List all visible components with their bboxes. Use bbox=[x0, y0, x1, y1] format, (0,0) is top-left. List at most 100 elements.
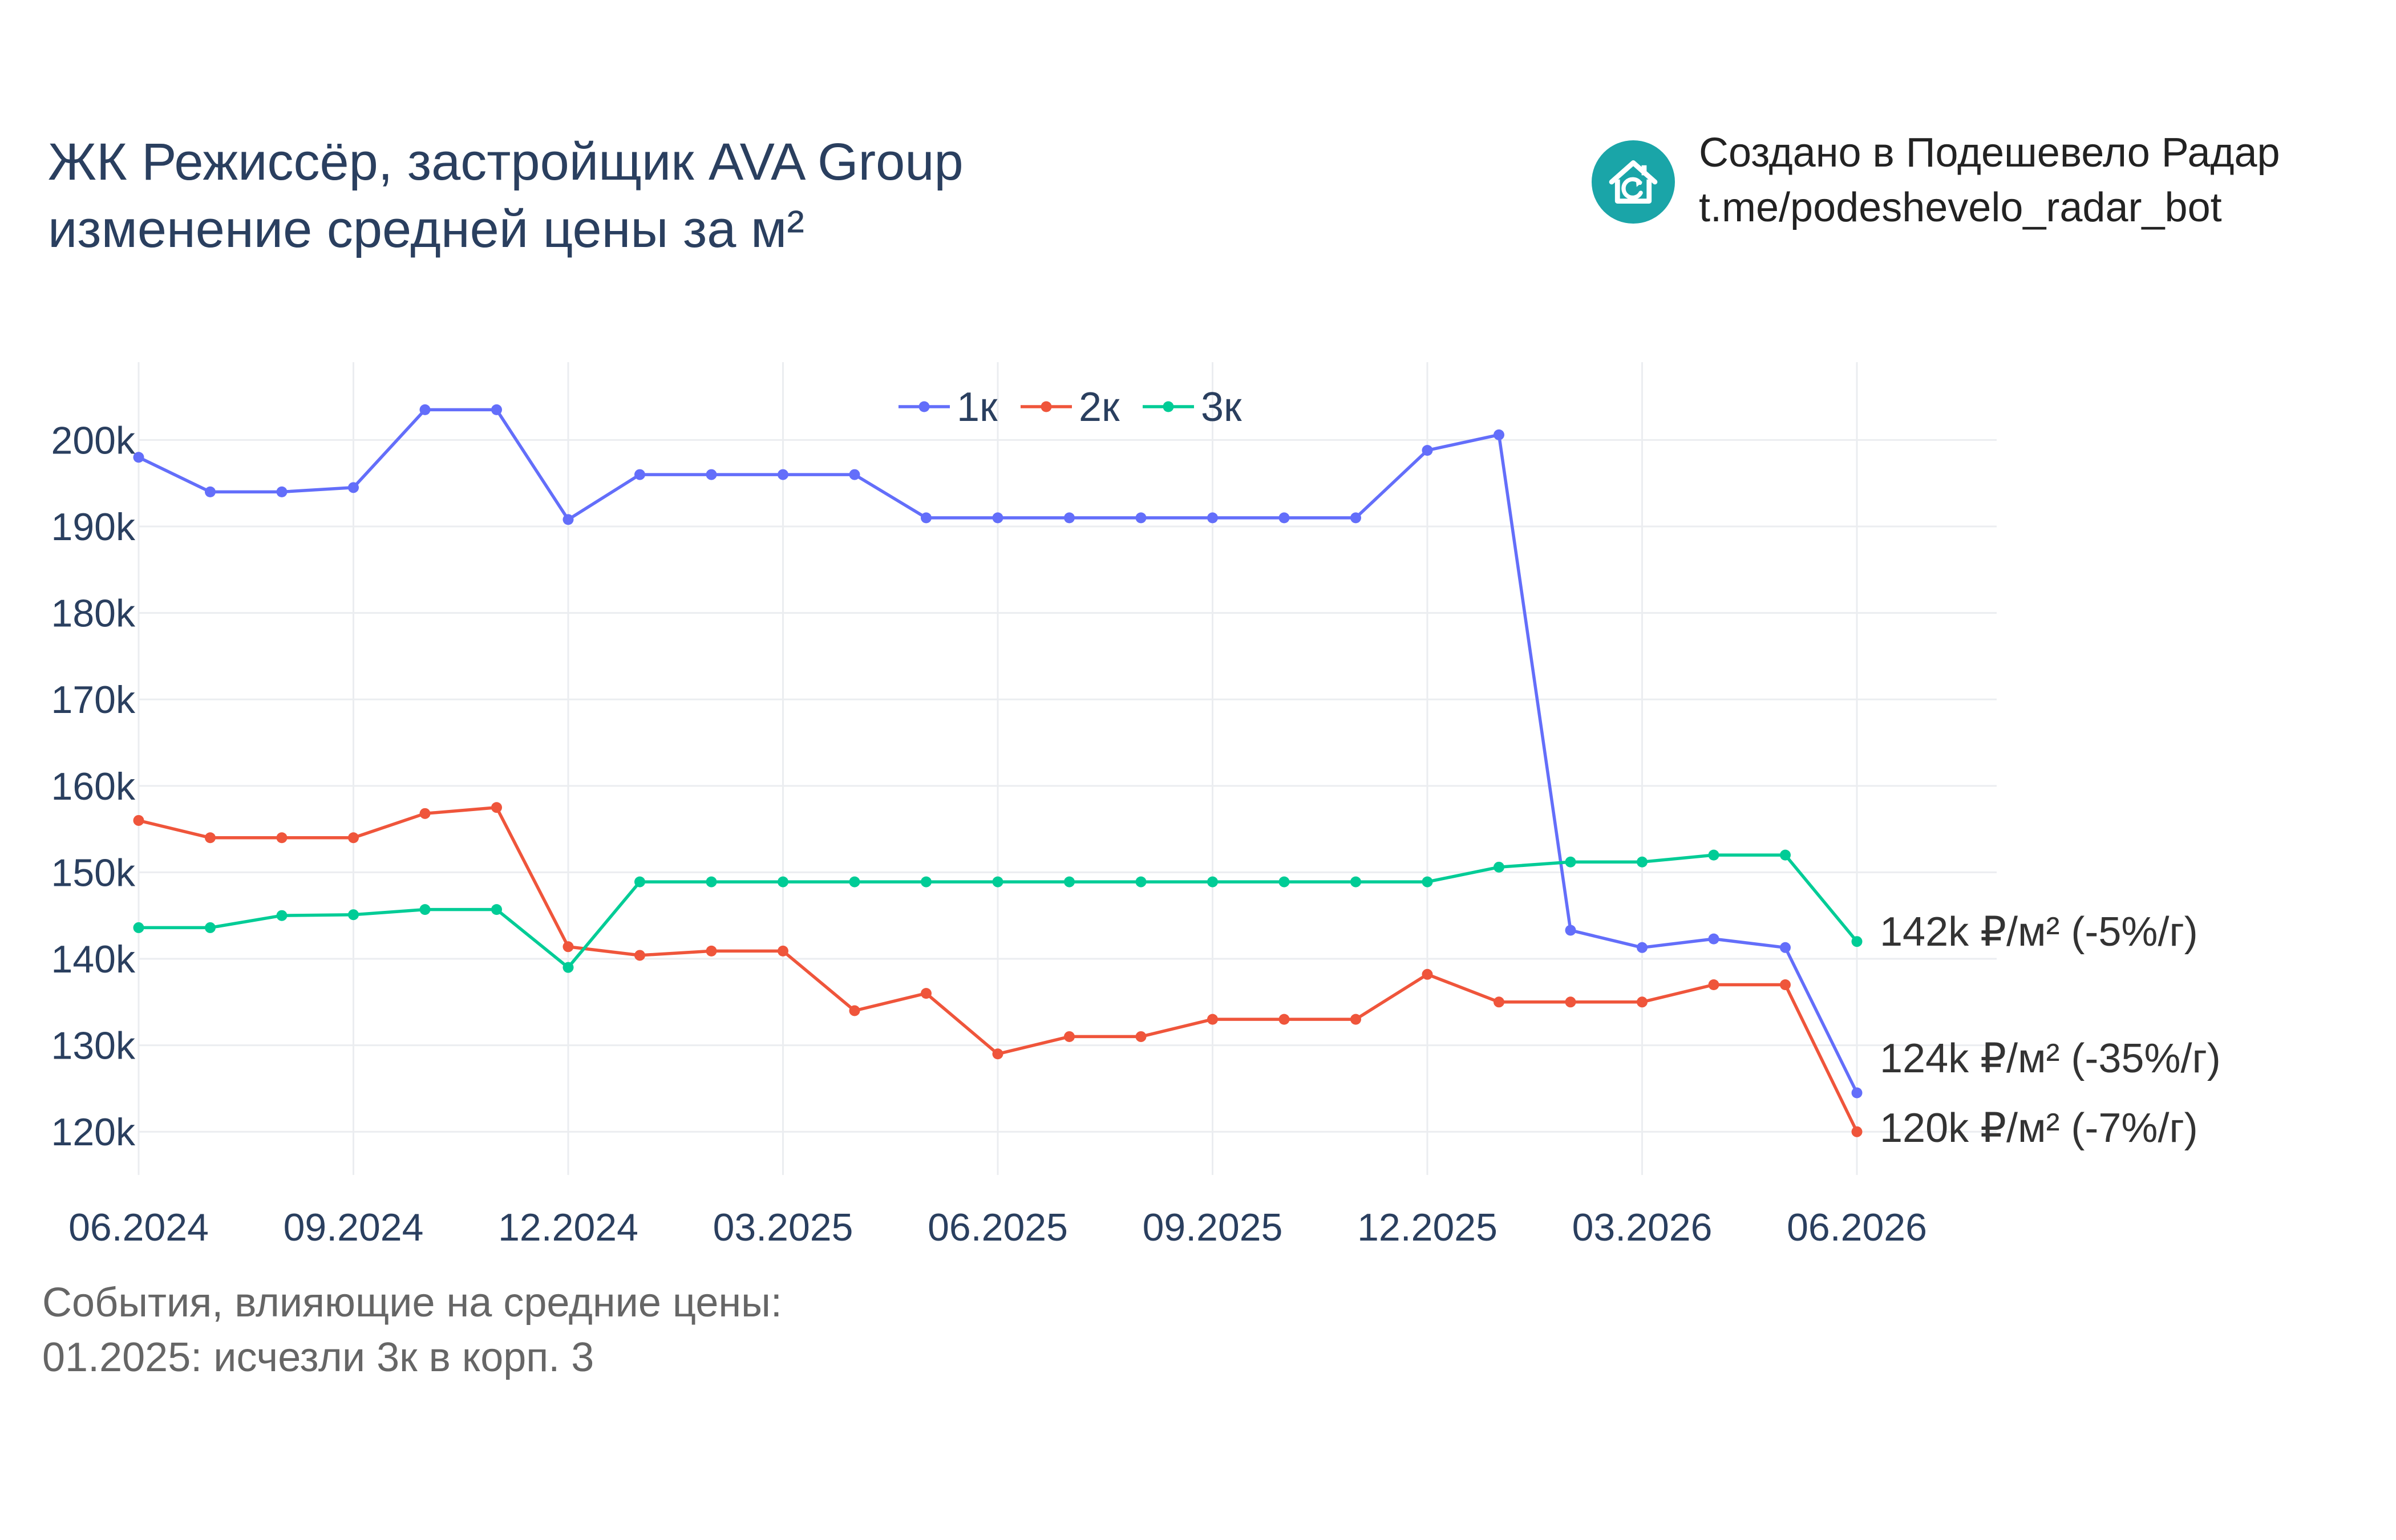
data-point bbox=[562, 962, 574, 973]
y-tick-label: 190k bbox=[51, 505, 136, 549]
legend[interactable]: 1к 2к 3к bbox=[898, 384, 1242, 430]
legend-item-1к[interactable]: 1к bbox=[898, 384, 998, 430]
x-tick-label: 09.2024 bbox=[284, 1206, 424, 1249]
data-point bbox=[1780, 849, 1791, 861]
data-point bbox=[1708, 933, 1719, 945]
data-point bbox=[849, 876, 860, 887]
end-label-3к: 142k ₽/м² (-5%/г) bbox=[1880, 909, 2198, 955]
y-tick-label: 150k bbox=[51, 851, 136, 894]
data-point bbox=[706, 469, 717, 480]
data-point bbox=[849, 469, 860, 480]
data-point bbox=[1422, 876, 1433, 887]
data-point bbox=[491, 802, 502, 813]
data-point bbox=[1207, 876, 1218, 887]
x-tick-label: 09.2025 bbox=[1143, 1206, 1283, 1249]
data-point bbox=[1708, 849, 1719, 861]
data-point bbox=[205, 922, 216, 933]
data-point bbox=[1422, 968, 1433, 980]
y-tick-label: 140k bbox=[51, 938, 136, 981]
data-point bbox=[348, 482, 359, 493]
x-tick-label: 12.2025 bbox=[1357, 1206, 1498, 1249]
y-tick-label: 120k bbox=[51, 1111, 136, 1154]
data-point bbox=[419, 904, 431, 915]
y-tick-label: 180k bbox=[51, 592, 136, 635]
data-point bbox=[133, 814, 144, 826]
y-tick-label: 160k bbox=[51, 765, 136, 808]
data-point bbox=[1207, 512, 1218, 524]
data-point bbox=[133, 452, 144, 463]
data-point bbox=[706, 876, 717, 887]
data-point bbox=[921, 988, 932, 999]
data-point bbox=[778, 469, 788, 480]
legend-label: 3к bbox=[1201, 384, 1242, 430]
data-point bbox=[706, 945, 717, 957]
brand-block: Создано в Подешевело Радар t.me/podeshev… bbox=[1592, 125, 2280, 235]
legend-swatch-marker bbox=[918, 401, 930, 412]
data-point bbox=[1350, 1014, 1361, 1025]
data-point bbox=[562, 941, 574, 953]
data-point bbox=[1565, 856, 1576, 868]
data-point bbox=[921, 512, 932, 524]
data-point bbox=[1350, 512, 1361, 524]
data-point bbox=[1780, 942, 1791, 953]
data-point bbox=[1135, 512, 1147, 524]
events-note: События, влияющие на средние цены: 01.20… bbox=[42, 1275, 782, 1385]
brand-line1: Создано в Подешевело Радар bbox=[1699, 130, 2280, 176]
data-point bbox=[1494, 861, 1504, 873]
data-point bbox=[1350, 876, 1361, 887]
data-point bbox=[849, 1005, 860, 1016]
house-refresh-icon bbox=[1592, 140, 1675, 224]
legend-swatch-marker bbox=[1041, 401, 1052, 412]
data-point bbox=[491, 904, 502, 915]
data-point bbox=[562, 514, 574, 525]
data-point bbox=[1851, 936, 1863, 947]
data-point bbox=[992, 1048, 1003, 1060]
x-tick-label: 06.2024 bbox=[68, 1206, 209, 1249]
data-point bbox=[778, 945, 788, 957]
legend-label: 1к bbox=[957, 384, 998, 430]
data-point bbox=[348, 909, 359, 921]
data-point bbox=[778, 876, 788, 887]
x-tick-label: 06.2025 bbox=[928, 1206, 1068, 1249]
chart-subtitle-line2: изменение средней цены за м² bbox=[48, 200, 804, 258]
data-point bbox=[1780, 979, 1791, 990]
end-label-1к: 124k ₽/м² (-35%/г) bbox=[1880, 1036, 2221, 1081]
legend-item-2к[interactable]: 2к bbox=[1021, 384, 1120, 430]
y-tick-label: 200k bbox=[51, 419, 136, 462]
data-point bbox=[276, 910, 288, 921]
data-point bbox=[419, 808, 431, 819]
end-labels: 124k ₽/м² (-35%/г) 120k ₽/м² (-7%/г) 142k … bbox=[1880, 909, 2221, 1151]
legend-item-3к[interactable]: 3к bbox=[1143, 384, 1242, 430]
data-point bbox=[1708, 979, 1719, 990]
series-layer bbox=[133, 404, 1863, 1137]
data-point bbox=[921, 876, 932, 887]
data-point bbox=[992, 512, 1003, 524]
data-point bbox=[276, 486, 288, 497]
grid bbox=[137, 362, 1997, 1175]
x-tick-label: 06.2026 bbox=[1787, 1206, 1927, 1249]
data-point bbox=[1565, 925, 1576, 936]
data-point bbox=[276, 832, 288, 844]
data-point bbox=[634, 950, 645, 961]
end-label-2к: 120k ₽/м² (-7%/г) bbox=[1880, 1105, 2198, 1151]
chart-title: ЖК Режиссёр, застройщик AVA Group измене… bbox=[48, 128, 964, 263]
data-point bbox=[1494, 996, 1504, 1008]
brand-link[interactable]: t.me/podeshevelo_radar_bot bbox=[1699, 185, 2222, 230]
x-tick-label: 03.2025 bbox=[713, 1206, 853, 1249]
data-point bbox=[634, 876, 645, 887]
events-heading: События, влияющие на средние цены: bbox=[42, 1280, 782, 1326]
chart-title-line1: ЖК Режиссёр, застройщик AVA Group bbox=[48, 133, 964, 191]
event-item: 01.2025: исчезли 3к в корп. 3 bbox=[42, 1335, 594, 1380]
data-point bbox=[205, 486, 216, 497]
data-point bbox=[1851, 1126, 1863, 1137]
legend-label: 2к bbox=[1079, 384, 1120, 430]
x-tick-label: 03.2026 bbox=[1572, 1206, 1713, 1249]
data-point bbox=[1637, 856, 1648, 868]
data-point bbox=[1278, 512, 1290, 524]
data-point bbox=[1494, 429, 1504, 440]
data-point bbox=[1064, 1031, 1075, 1042]
data-point bbox=[1135, 1031, 1147, 1042]
data-point bbox=[1278, 876, 1290, 887]
data-point bbox=[1637, 942, 1648, 953]
data-point bbox=[1135, 876, 1147, 887]
